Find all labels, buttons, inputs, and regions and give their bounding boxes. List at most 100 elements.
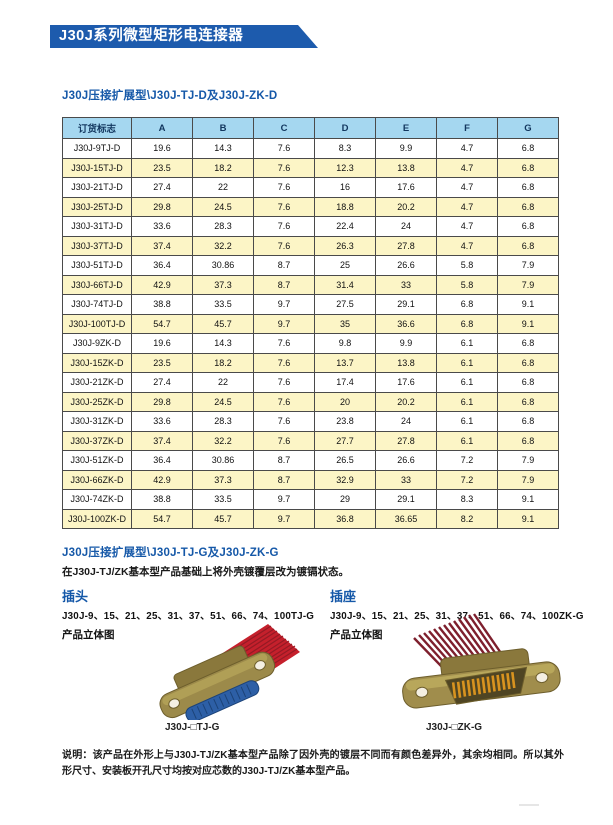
value-cell: 9.7 [253,313,315,334]
value-cell: 7.6 [253,177,315,198]
value-cell: 8.7 [253,274,315,295]
value-cell: 30.86 [192,450,254,471]
value-cell: 13.8 [375,157,437,178]
table-row: J30J-100TJ-D 54.7 45.7 9.7 35 36.6 6.8 9.1 [62,313,559,334]
value-cell: 26.6 [375,255,437,276]
value-cell: 38.8 [131,489,193,510]
table-row: J30J-74TJ-D 38.8 33.5 9.7 27.5 29.1 6.8 9.1 [62,294,559,315]
table-row: J30J-15TJ-D 23.5 18.2 7.6 12.3 13.8 4.7 6.8 [62,157,559,178]
model-cell: J30J-100TJ-D [62,313,132,334]
value-cell: 32.9 [314,469,376,490]
value-cell: 23.5 [131,157,193,178]
value-cell: 9.7 [253,294,315,315]
value-cell: 17.6 [375,177,437,198]
value-cell: 9.1 [497,313,559,334]
column-header: G [497,117,559,139]
value-cell: 27.4 [131,177,193,198]
value-cell: 20 [314,391,376,412]
value-cell: 31.4 [314,274,376,295]
table-row: J30J-66TJ-D 42.9 37.3 8.7 31.4 33 5.8 7.9 [62,274,559,295]
value-cell: 16 [314,177,376,198]
model-cell: J30J-66TJ-D [62,274,132,295]
value-cell: 9.1 [497,294,559,315]
value-cell: 27.8 [375,430,437,451]
value-cell: 7.6 [253,372,315,393]
value-cell: 7.9 [497,469,559,490]
value-cell: 33.5 [192,489,254,510]
value-cell: 28.3 [192,216,254,237]
value-cell: 32.2 [192,430,254,451]
plug-caption: J30J-□TJ-G [165,722,220,733]
value-cell: 6.8 [497,430,559,451]
value-cell: 32.2 [192,235,254,256]
value-cell: 22 [192,177,254,198]
value-cell: 7.6 [253,352,315,373]
page-title-banner: J30J系列微型矩形电连接器 [50,25,318,48]
column-header: C [253,117,315,139]
model-cell: J30J-74ZK-D [62,489,132,510]
value-cell: 7.6 [253,157,315,178]
value-cell: 23.8 [314,411,376,432]
table-row: J30J-66ZK-D 42.9 37.3 8.7 32.9 33 7.2 7.9 [62,469,559,490]
value-cell: 20.2 [375,391,437,412]
column-header: A [131,117,193,139]
value-cell: 27.4 [131,372,193,393]
footer-divider [519,804,539,806]
value-cell: 8.7 [253,450,315,471]
table-header-row: 订货标志 A B C D E F G [62,117,559,139]
value-cell: 9.8 [314,333,376,354]
value-cell: 33 [375,274,437,295]
column-header: 订货标志 [62,117,132,139]
model-cell: J30J-66ZK-D [62,469,132,490]
value-cell: 37.4 [131,430,193,451]
value-cell: 29.8 [131,391,193,412]
socket-models: J30J-9、15、21、25、31、37、51、66、74、100ZK-G [330,611,584,622]
value-cell: 22 [192,372,254,393]
value-cell: 27.8 [375,235,437,256]
value-cell: 17.6 [375,372,437,393]
value-cell: 9.7 [253,489,315,510]
model-cell: J30J-25ZK-D [62,391,132,412]
model-cell: J30J-74TJ-D [62,294,132,315]
value-cell: 24.5 [192,391,254,412]
value-cell: 6.8 [497,372,559,393]
value-cell: 6.1 [436,372,498,393]
table-row: J30J-100ZK-D 54.7 45.7 9.7 36.8 36.65 8.2 9.1 [62,508,559,529]
value-cell: 7.6 [253,391,315,412]
table-row: J30J-51TJ-D 36.4 30.86 8.7 25 26.6 5.8 7.9 [62,255,559,276]
value-cell: 14.3 [192,138,254,159]
value-cell: 18.8 [314,196,376,217]
value-cell: 6.1 [436,391,498,412]
table-row: J30J-37ZK-D 37.4 32.2 7.6 27.7 27.8 6.1 6.8 [62,430,559,451]
value-cell: 13.8 [375,352,437,373]
value-cell: 4.7 [436,216,498,237]
value-cell: 37.4 [131,235,193,256]
model-cell: J30J-31TJ-D [62,216,132,237]
value-cell: 19.6 [131,333,193,354]
value-cell: 27.5 [314,294,376,315]
socket-body-icon [402,648,561,709]
section2-title: J30J压接扩展型\J30J-TJ-G及J30J-ZK-G [62,547,279,559]
column-header: B [192,117,254,139]
value-cell: 13.7 [314,352,376,373]
model-cell: J30J-9ZK-D [62,333,132,354]
value-cell: 38.8 [131,294,193,315]
value-cell: 12.3 [314,157,376,178]
value-cell: 6.8 [497,196,559,217]
value-cell: 6.8 [497,352,559,373]
value-cell: 45.7 [192,508,254,529]
dimensions-table: 订货标志 A B C D E F G J30J-9TJ-D 19.6 14.3 7.6 8.3 9.9 4.… [62,117,559,529]
value-cell: 26.5 [314,450,376,471]
value-cell: 24 [375,216,437,237]
value-cell: 54.7 [131,508,193,529]
value-cell: 9.1 [497,508,559,529]
value-cell: 6.8 [497,391,559,412]
value-cell: 26.3 [314,235,376,256]
socket-view-label: 产品立体图 [330,629,383,641]
value-cell: 18.2 [192,352,254,373]
value-cell: 6.1 [436,333,498,354]
plug-models: J30J-9、15、21、25、31、37、51、66、74、100TJ-G [62,611,315,622]
value-cell: 7.9 [497,274,559,295]
model-cell: J30J-15ZK-D [62,352,132,373]
